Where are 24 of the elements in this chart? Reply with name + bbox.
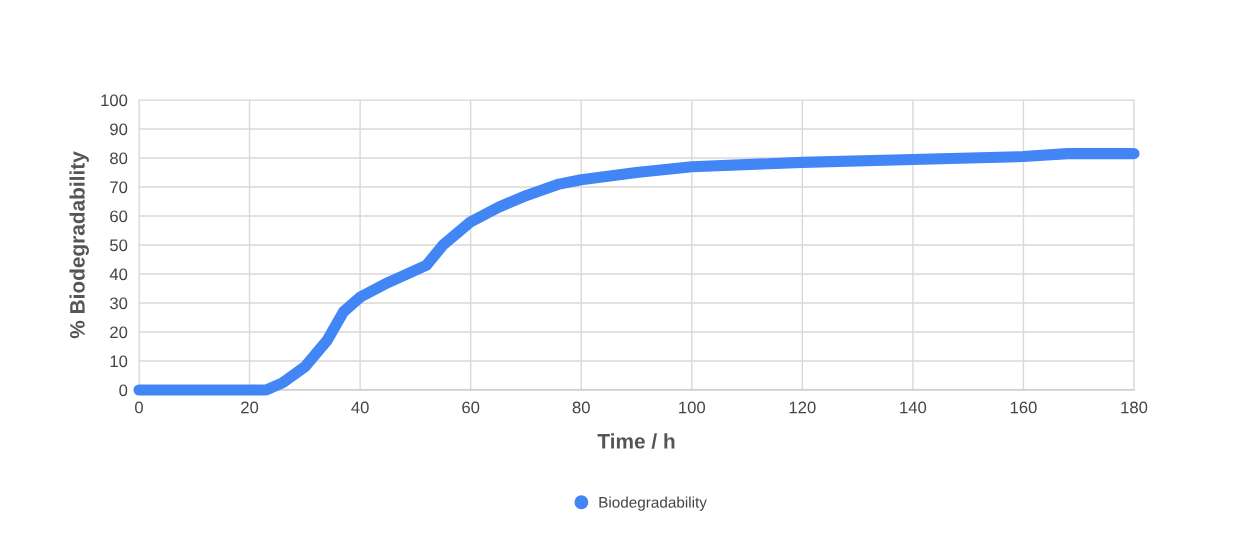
x-tick-label: 140 [900,401,927,414]
y-tick-label: 10 [110,355,128,368]
x-tick-label: 0 [135,401,143,414]
y-axis-title: % Biodegradability [69,151,89,339]
y-tick-label: 70 [110,181,128,194]
y-tick-label: 90 [110,123,128,136]
x-tick-label: 60 [462,401,480,414]
x-tick-label: 80 [572,401,590,414]
y-tick-label: 60 [110,210,128,223]
y-tick-label: 40 [109,268,128,281]
x-axis-title: Time / h [597,433,675,449]
y-tick-label: 50 [110,239,128,252]
y-tick-label: 30 [109,297,128,310]
y-tick-label: 0 [119,384,128,397]
y-tick-label: 20 [110,326,128,339]
x-tick-label: 100 [679,401,706,414]
legend-label: Biodegradability [599,496,707,511]
x-tick-label: 120 [789,401,816,414]
x-tick-label: 160 [1010,401,1037,414]
x-tick-label: 40 [351,401,369,414]
y-tick-label: 80 [110,152,128,165]
y-tick-label: 100 [101,94,128,107]
x-tick-label: 20 [241,401,259,414]
x-tick-label: 180 [1121,401,1148,414]
